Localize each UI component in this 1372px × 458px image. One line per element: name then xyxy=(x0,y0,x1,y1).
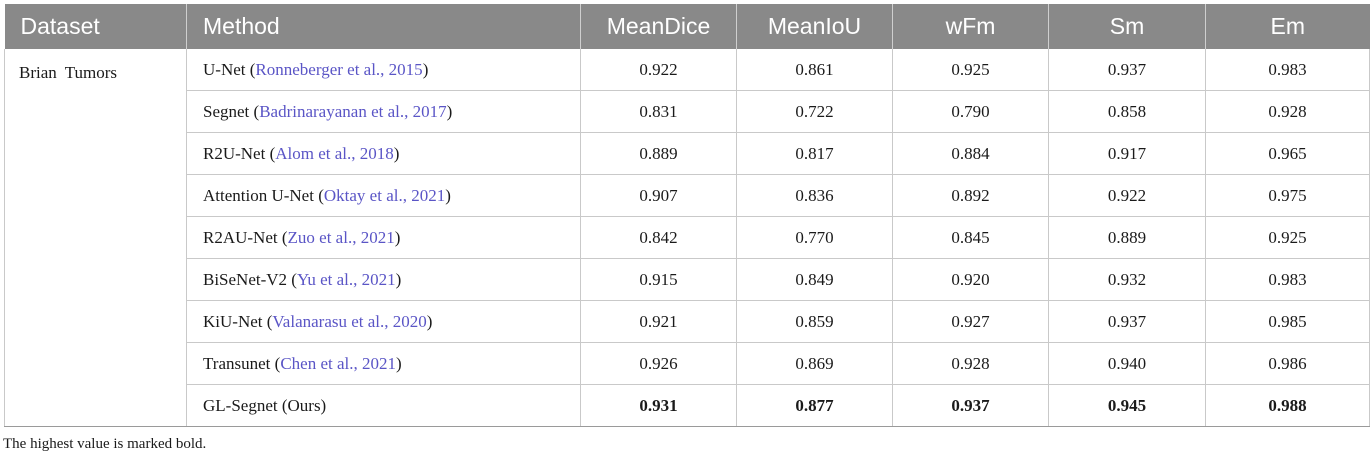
metric-value: 0.859 xyxy=(736,300,893,343)
method-cell: U-Net (Ronneberger et al., 2015) xyxy=(186,49,581,91)
table-row: Segnet (Badrinarayanan et al., 2017) 0.83… xyxy=(5,90,1370,133)
metric-value: 0.849 xyxy=(736,258,893,301)
metric-value: 0.928 xyxy=(892,342,1049,385)
method-name: R2U-Net xyxy=(203,143,266,163)
header-meandice: MeanDice xyxy=(580,4,737,49)
metric-value: 0.845 xyxy=(892,216,1049,259)
citation-link[interactable]: Ronneberger et al., 2015 xyxy=(255,59,423,79)
metric-value: 0.842 xyxy=(580,216,737,259)
metric-value: 0.937 xyxy=(1048,49,1206,91)
metric-value: 0.965 xyxy=(1205,132,1370,175)
metric-value: 0.917 xyxy=(1048,132,1206,175)
table-row: KiU-Net (Valanarasu et al., 2020) 0.921 0.… xyxy=(5,300,1370,343)
table-row: Transunet (Chen et al., 2021) 0.926 0.869 0… xyxy=(5,342,1370,385)
dataset-cell: Brian Tumors xyxy=(4,49,187,427)
metric-value: 0.931 xyxy=(580,384,737,427)
method-name: U-Net xyxy=(203,59,246,79)
method-name: KiU-Net xyxy=(203,311,263,331)
metric-value: 0.932 xyxy=(1048,258,1206,301)
table-row: BiSeNet-V2 (Yu et al., 2021) 0.915 0.849 0.… xyxy=(5,258,1370,301)
metric-value: 0.986 xyxy=(1205,342,1370,385)
table-row: R2AU-Net (Zuo et al., 2021) 0.842 0.770 0.8… xyxy=(5,216,1370,259)
metric-value: 0.983 xyxy=(1205,258,1370,301)
metric-value: 0.817 xyxy=(736,132,893,175)
header-method: Method xyxy=(186,4,581,49)
metric-value: 0.983 xyxy=(1205,49,1370,91)
citation-link[interactable]: Badrinarayanan et al., 2017 xyxy=(259,101,447,121)
table-row: Brian Tumors U-Net (Ronneberger et al., 2… xyxy=(4,49,1370,427)
metric-value: 0.790 xyxy=(892,90,1049,133)
metric-value: 0.869 xyxy=(736,342,893,385)
method-cell: Segnet (Badrinarayanan et al., 2017) xyxy=(186,90,581,133)
method-cell: Attention U-Net (Oktay et al., 2021) xyxy=(186,174,581,217)
metric-value: 0.925 xyxy=(1205,216,1370,259)
metric-value: 0.945 xyxy=(1048,384,1206,427)
citation-link[interactable]: Oktay et al., 2021 xyxy=(323,185,446,205)
citation-link[interactable]: Zuo et al., 2021 xyxy=(287,227,395,247)
metric-value: 0.988 xyxy=(1205,384,1370,427)
method-cell: Transunet (Chen et al., 2021) xyxy=(186,342,581,385)
method-name: BiSeNet-V2 xyxy=(203,269,288,289)
header-row: Dataset Method MeanDice MeanIoU wFm Sm E… xyxy=(4,4,1370,49)
metric-value: 0.877 xyxy=(736,384,893,427)
metric-value: 0.889 xyxy=(1048,216,1206,259)
metric-value: 0.921 xyxy=(580,300,737,343)
metric-value: 0.937 xyxy=(1048,300,1206,343)
table-row: Attention U-Net (Oktay et al., 2021) 0.90… xyxy=(5,174,1370,217)
method-name: GL-Segnet (Ours) xyxy=(203,395,327,415)
metric-value: 0.861 xyxy=(736,49,893,91)
method-cell: R2AU-Net (Zuo et al., 2021) xyxy=(186,216,581,259)
metric-value: 0.928 xyxy=(1205,90,1370,133)
metric-value: 0.884 xyxy=(892,132,1049,175)
metric-value: 0.975 xyxy=(1205,174,1370,217)
method-cell: KiU-Net (Valanarasu et al., 2020) xyxy=(186,300,581,343)
metric-value: 0.922 xyxy=(580,49,737,91)
header-dataset: Dataset xyxy=(4,4,187,49)
metric-value: 0.836 xyxy=(736,174,893,217)
metric-value: 0.722 xyxy=(736,90,893,133)
metric-value: 0.926 xyxy=(580,342,737,385)
method-name: R2AU-Net xyxy=(203,227,278,247)
header-sm: Sm xyxy=(1048,4,1206,49)
metric-value: 0.889 xyxy=(580,132,737,175)
metric-value: 0.927 xyxy=(892,300,1049,343)
metric-value: 0.892 xyxy=(892,174,1049,217)
metric-value: 0.937 xyxy=(892,384,1049,427)
citation-link[interactable]: Valanarasu et al., 2020 xyxy=(272,311,427,331)
method-cell: BiSeNet-V2 (Yu et al., 2021) xyxy=(186,258,581,301)
metric-value: 0.985 xyxy=(1205,300,1370,343)
header-wfm: wFm xyxy=(892,4,1049,49)
method-name: Segnet xyxy=(203,101,250,121)
metric-value: 0.831 xyxy=(580,90,737,133)
table-footnote: The highest value is marked bold. xyxy=(3,436,207,452)
method-cell: GL-Segnet (Ours) xyxy=(186,384,581,427)
metric-value: 0.922 xyxy=(1048,174,1206,217)
method-name: Attention U-Net xyxy=(203,185,314,205)
citation-link[interactable]: Yu et al., 2021 xyxy=(296,269,396,289)
metric-value: 0.925 xyxy=(892,49,1049,91)
metric-value: 0.940 xyxy=(1048,342,1206,385)
table-row: R2U-Net (Alom et al., 2018) 0.889 0.817 0.8… xyxy=(5,132,1370,175)
metric-value: 0.907 xyxy=(580,174,737,217)
table-row: GL-Segnet (Ours) 0.931 0.877 0.937 0.945 0.98… xyxy=(5,384,1370,427)
method-name: Transunet xyxy=(203,353,271,373)
results-table: Dataset Method MeanDice MeanIoU wFm Sm E… xyxy=(4,4,1370,427)
citation-link[interactable]: Chen et al., 2021 xyxy=(280,353,396,373)
metric-value: 0.858 xyxy=(1048,90,1206,133)
header-meaniou: MeanIoU xyxy=(736,4,893,49)
method-cell: R2U-Net (Alom et al., 2018) xyxy=(186,132,581,175)
metric-value: 0.770 xyxy=(736,216,893,259)
header-em: Em xyxy=(1205,4,1370,49)
table-body: Brian Tumors U-Net (Ronneberger et al., 2… xyxy=(4,49,1370,427)
metric-value: 0.920 xyxy=(892,258,1049,301)
citation-link[interactable]: Alom et al., 2018 xyxy=(275,143,394,163)
metric-value: 0.915 xyxy=(580,258,737,301)
